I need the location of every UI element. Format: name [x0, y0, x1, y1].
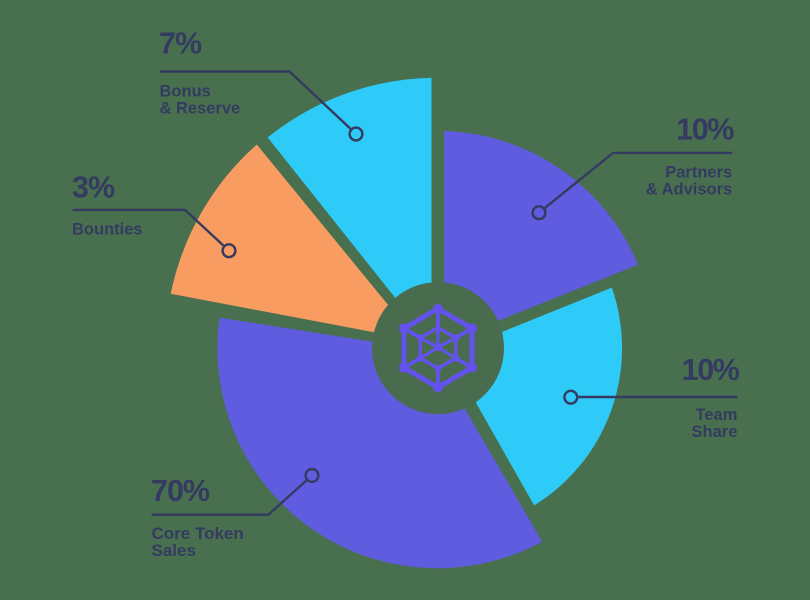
svg-text:70%: 70% — [151, 474, 210, 508]
svg-text:7%: 7% — [159, 27, 202, 61]
svg-text:10%: 10% — [676, 113, 734, 147]
svg-text:Sales: Sales — [152, 541, 196, 560]
svg-text:Bonus: Bonus — [160, 82, 211, 100]
svg-text:10%: 10% — [682, 353, 740, 387]
svg-text:Core Token: Core Token — [152, 524, 244, 543]
svg-text:& Advisors: & Advisors — [646, 181, 733, 199]
svg-text:Team: Team — [696, 406, 738, 424]
svg-text:Bounties: Bounties — [72, 221, 143, 239]
svg-text:Partners: Partners — [665, 163, 732, 181]
svg-text:Share: Share — [692, 423, 738, 441]
svg-text:3%: 3% — [72, 170, 115, 204]
svg-text:& Reserve: & Reserve — [160, 100, 241, 118]
